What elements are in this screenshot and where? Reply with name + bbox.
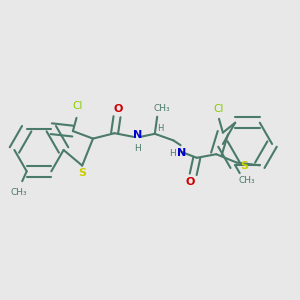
Text: S: S	[240, 161, 248, 171]
Text: Cl: Cl	[214, 103, 224, 114]
Text: S: S	[78, 168, 86, 178]
Text: N: N	[177, 148, 186, 158]
Text: O: O	[185, 177, 195, 187]
Text: O: O	[114, 104, 123, 114]
Text: CH₃: CH₃	[11, 188, 27, 197]
Text: N: N	[133, 130, 142, 140]
Text: CH₃: CH₃	[154, 104, 170, 113]
Text: H: H	[134, 144, 141, 153]
Text: CH₃: CH₃	[239, 176, 256, 185]
Text: Cl: Cl	[73, 101, 83, 111]
Text: H: H	[157, 124, 164, 133]
Text: H: H	[169, 148, 176, 158]
